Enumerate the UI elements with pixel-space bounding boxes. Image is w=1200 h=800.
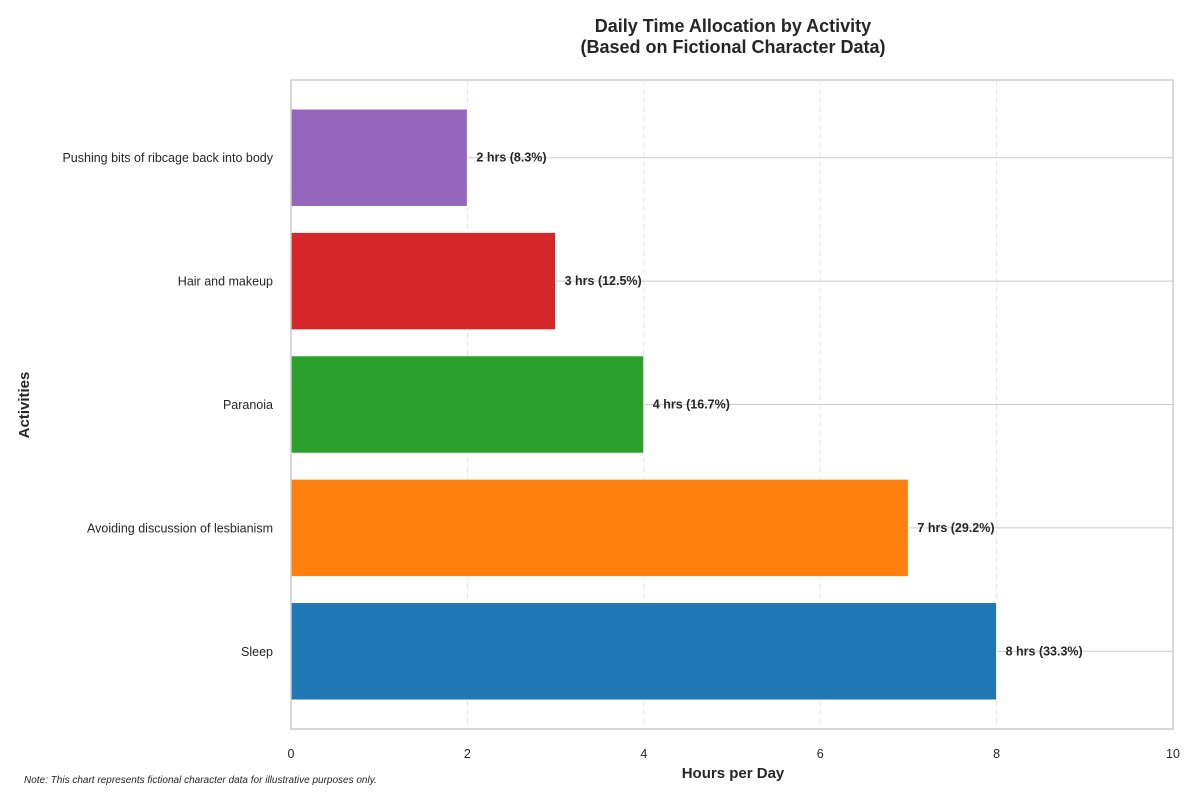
y-category-label: Paranoia bbox=[223, 398, 273, 412]
chart-subtitle: (Based on Fictional Character Data) bbox=[580, 37, 885, 57]
x-tick-label: 8 bbox=[993, 747, 1000, 761]
plot-frame bbox=[290, 79, 1174, 730]
x-tick-label: 4 bbox=[640, 747, 647, 761]
bar bbox=[290, 355, 645, 454]
x-tick-label: 10 bbox=[1166, 747, 1180, 761]
bar bbox=[290, 602, 998, 701]
y-axis-label: Activities bbox=[16, 372, 33, 439]
bar-value-label: 4 hrs (16.7%) bbox=[653, 398, 730, 412]
bar-value-labels: 8 hrs (33.3%) 7 hrs (29.2%) 4 hrs (16.7%) 3… bbox=[476, 151, 1082, 659]
y-category-label: Hair and makeup bbox=[178, 275, 273, 289]
x-tick-label: 6 bbox=[817, 747, 824, 761]
y-category-label: Avoiding discussion of lesbianism bbox=[87, 521, 273, 535]
chart-title: Daily Time Allocation by Activity bbox=[595, 16, 871, 36]
x-tick-label: 0 bbox=[288, 747, 295, 761]
bar bbox=[290, 478, 909, 578]
y-category-label: Pushing bits of ribcage back into body bbox=[62, 151, 273, 165]
x-tick-labels: 0 2 4 6 8 10 bbox=[288, 747, 1180, 761]
bar-value-label: 2 hrs (8.3%) bbox=[476, 151, 546, 165]
y-category-labels: Sleep Avoiding discussion of lesbianism Pa… bbox=[62, 151, 273, 659]
bar-value-label: 7 hrs (29.2%) bbox=[917, 521, 994, 535]
x-tick-label: 2 bbox=[464, 747, 471, 761]
bar-value-label: 3 hrs (12.5%) bbox=[565, 274, 642, 288]
y-category-label: Sleep bbox=[241, 645, 273, 659]
bar bbox=[290, 231, 557, 331]
bar-value-label: 8 hrs (33.3%) bbox=[1006, 644, 1083, 658]
chart-note: Note: This chart represents fictional ch… bbox=[24, 775, 377, 786]
bar bbox=[290, 108, 468, 207]
x-axis-label: Hours per Day bbox=[682, 765, 785, 782]
bars bbox=[290, 108, 998, 701]
